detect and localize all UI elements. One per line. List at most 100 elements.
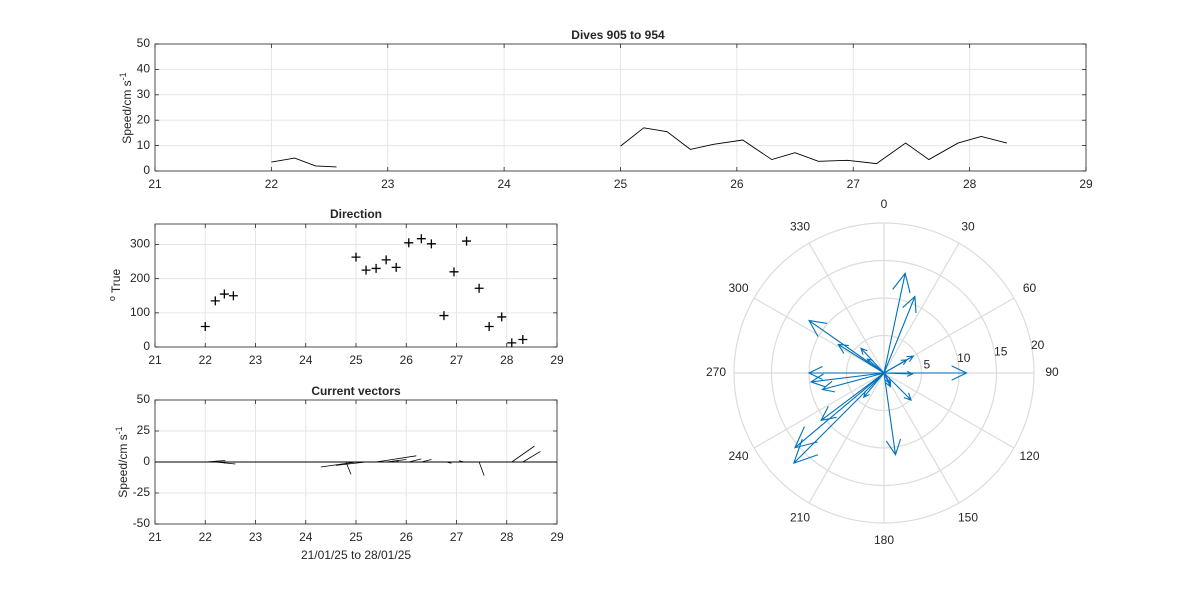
speed-xtick-label: 29 (1079, 177, 1093, 191)
direction-ytick-label: 100 (130, 305, 150, 319)
speed-grid (154, 43, 1087, 172)
speed-xtick-label: 24 (497, 177, 511, 191)
direction-point (462, 236, 472, 246)
speed-xtick-label: 25 (614, 177, 628, 191)
polar-vector-arrow (884, 365, 968, 381)
speed-ytick-label: 0 (143, 163, 150, 177)
polar-spoke (883, 372, 1015, 449)
direction-point (497, 312, 507, 322)
polar-radius-label: 15 (994, 345, 1008, 359)
vectors-ytick-label: -50 (133, 516, 151, 530)
direction-point (361, 265, 371, 275)
vectors-xtick-label: 29 (550, 530, 564, 544)
direction-point (474, 283, 484, 293)
polar-vector-arrow (807, 365, 884, 381)
speed-xtick-label: 22 (265, 177, 279, 191)
direction-xtick-label: 25 (349, 353, 363, 367)
speed-ytick-label: 40 (137, 62, 151, 76)
current-vector-stick (386, 459, 407, 463)
speed-panel-ylabel: Speed/cm s-1 (118, 72, 134, 143)
direction-point (371, 263, 381, 273)
polar-angle-label: 0 (881, 197, 888, 211)
polar-radius-label: 10 (957, 351, 971, 365)
polar-spoke (808, 242, 885, 374)
vectors-xtick-label: 27 (450, 530, 464, 544)
direction-ytick-label: 0 (143, 339, 150, 353)
polar-vector-arrow (883, 372, 891, 385)
polar-vector-arrow (883, 372, 912, 401)
direction-panel-ylabel: oTrue (107, 269, 123, 302)
polar-vector-arrow (883, 295, 917, 374)
polar-angle-label: 300 (728, 281, 748, 295)
direction-panel: Direction oTrue 21 22 23 24 25 26 27 28 29 0 100 20… (107, 207, 564, 367)
polar-angle-label: 180 (874, 533, 894, 547)
polar-vector-arrow (809, 372, 885, 388)
direction-point (391, 262, 401, 272)
polar-vector-arrow (792, 372, 885, 465)
polar-spoke (753, 297, 885, 374)
current-vector-stick (335, 461, 367, 466)
direction-point (404, 238, 414, 248)
speed-panel-title: Dives 905 to 954 (571, 28, 665, 42)
vectors-ytick-label: 25 (137, 423, 151, 437)
polar-grid (733, 222, 1035, 524)
polar-vector-arrow (837, 343, 885, 374)
polar-angle-label: 60 (1023, 281, 1037, 295)
current-vector-stick (320, 461, 357, 468)
polar-vector-arrow (883, 372, 902, 456)
direction-point (518, 334, 528, 344)
speed-ytick-label: 10 (137, 138, 151, 152)
polar-spoke (883, 372, 960, 504)
vectors-xtick-label: 21 (148, 530, 162, 544)
polar-angle-label: 30 (961, 220, 975, 234)
speed-ytick-label: 20 (137, 112, 151, 126)
vectors-xtick-label: 28 (500, 530, 514, 544)
current-vector-stick (446, 461, 452, 464)
direction-xtick-label: 26 (400, 353, 414, 367)
current-vector-stick (511, 445, 535, 463)
speed-xtick-label: 21 (148, 177, 162, 191)
speed-xtick-label: 27 (847, 177, 861, 191)
polar-vector-arrow (820, 372, 885, 422)
vectors-ytick-label: 50 (137, 392, 151, 406)
polar-vector-arrow (866, 358, 885, 374)
polar-vector-arrow (883, 271, 911, 374)
direction-xtick-label: 28 (500, 353, 514, 367)
vectors-xtick-label: 24 (299, 530, 313, 544)
polar-angle-label: 120 (1019, 449, 1039, 463)
polar-spoke (753, 372, 885, 449)
current-vector-stick (408, 458, 422, 463)
direction-grid (154, 224, 558, 348)
vectors-xtick-label: 26 (400, 530, 414, 544)
current-vector-stick (395, 459, 399, 463)
direction-ytick-label: 300 (130, 237, 150, 251)
polar-panel: 0 30 60 90 120 150 180 210 240 270 300 330 5 10 15 20 (706, 197, 1059, 547)
polar-angle-label: 210 (790, 511, 810, 525)
polar-radius-label: 20 (1031, 338, 1045, 352)
polar-vector-arrow (883, 355, 915, 374)
polar-radius-label: 5 (923, 358, 930, 372)
direction-xtick-label: 21 (148, 353, 162, 367)
current-vector-stick (205, 460, 226, 463)
direction-ytick-label: 200 (130, 271, 150, 285)
polar-spoke (883, 242, 960, 374)
speed-xtick-label: 28 (963, 177, 977, 191)
polar-angle-label: 240 (728, 449, 748, 463)
direction-panel-title: Direction (330, 207, 382, 221)
direction-point (439, 311, 449, 321)
current-vector-stick (522, 451, 541, 463)
current-vector-stick (376, 455, 417, 463)
direction-point (351, 252, 361, 262)
direction-point (449, 267, 459, 277)
vectors-panel-xlabel: 21/01/25 to 28/01/25 (301, 548, 411, 562)
direction-point (484, 322, 494, 331)
polar-vector-arrow (862, 372, 885, 399)
vectors-panel: Current vectors Speed/cm s-1 21/01/25 to… (114, 384, 564, 562)
vectors-xtick-label: 25 (349, 530, 363, 544)
polar-vector-arrow (793, 372, 885, 449)
direction-xtick-label: 29 (550, 353, 564, 367)
direction-point (426, 239, 436, 249)
current-vector-stick (215, 461, 236, 465)
polar-angle-label: 270 (706, 365, 726, 379)
